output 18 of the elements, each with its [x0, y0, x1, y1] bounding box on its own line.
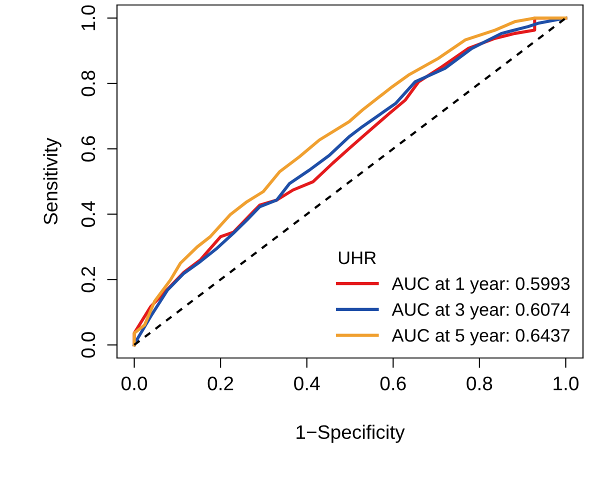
legend-title: UHR	[338, 252, 376, 264]
legend-label: AUC at 5 year: 0.6437	[392, 329, 570, 346]
x-tick-label: 1.0	[554, 376, 578, 390]
y-tick-label: 0.6	[81, 136, 96, 162]
y-tick-label: 0.2	[81, 267, 96, 292]
y-axis-title: Sensitivity	[43, 138, 62, 224]
legend-label: AUC at 3 year: 0.6074	[392, 303, 570, 320]
x-tick-label: 0.8	[466, 376, 492, 390]
x-axis-title: 1−Specificity	[296, 424, 405, 443]
x-tick-label: 0.2	[208, 376, 234, 390]
y-tick-label: 0.8	[81, 70, 96, 96]
y-tick-label: 0.0	[81, 332, 96, 358]
y-tick-label: 1.0	[81, 5, 96, 30]
x-tick-label: 0.0	[122, 376, 148, 390]
legend-label: AUC at 1 year: 0.5993	[392, 277, 570, 294]
y-tick-label: 0.4	[81, 201, 96, 227]
x-tick-label: 0.6	[380, 376, 406, 390]
x-tick-label: 0.4	[294, 376, 320, 390]
